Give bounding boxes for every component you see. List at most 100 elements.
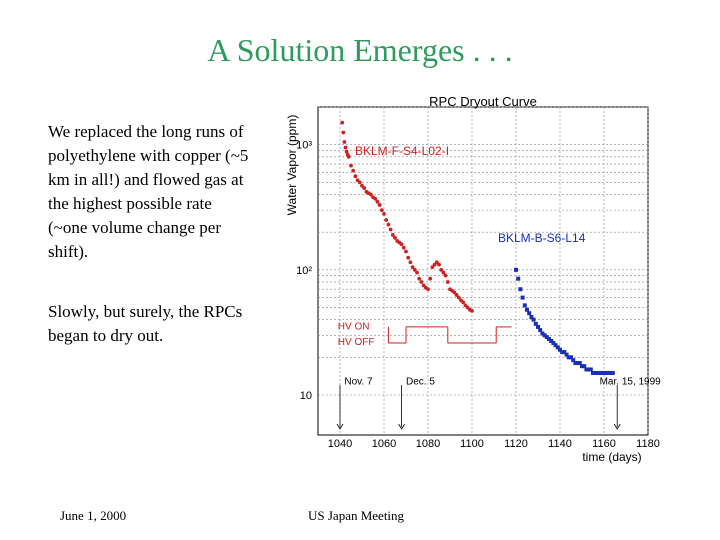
- data-point-bklm-b: [562, 350, 567, 355]
- data-point-bklm-b: [599, 370, 604, 375]
- data-point-bklm-b: [538, 328, 543, 333]
- data-point-bklm-f: [351, 168, 356, 173]
- body-paragraph-dryout: Slowly, but surely, the RPCs began to dr…: [48, 302, 243, 345]
- data-point-bklm-f: [342, 140, 347, 144]
- data-point-bklm-f: [432, 262, 437, 267]
- data-point-bklm-f: [340, 120, 345, 125]
- data-point-bklm-f: [410, 265, 415, 270]
- y-tick-label: 10³: [296, 140, 312, 152]
- data-point-bklm-f: [406, 255, 411, 260]
- data-point-bklm-f: [412, 267, 417, 272]
- data-point-bklm-b: [549, 339, 554, 344]
- data-point-bklm-f: [408, 260, 413, 265]
- data-point-bklm-b: [560, 350, 565, 355]
- data-point-bklm-b: [525, 307, 529, 312]
- data-point-bklm-f: [377, 203, 382, 207]
- data-point-bklm-b: [610, 370, 615, 375]
- series-label-bklm-b: BKLM-B-S6-L14: [498, 231, 586, 245]
- data-point-bklm-f: [373, 196, 378, 201]
- data-point-bklm-f: [384, 218, 389, 222]
- x-tick-label: 1060: [372, 438, 396, 450]
- data-point-bklm-b: [593, 370, 598, 375]
- date-arrow-head: [398, 423, 405, 430]
- data-point-bklm-f: [419, 280, 424, 284]
- hv-status-lines: [387, 326, 512, 344]
- body-paragraph-copper: We replaced the long runs of polyethylen…: [48, 122, 249, 261]
- x-tick-label: 1160: [592, 438, 616, 450]
- data-point-bklm-f: [434, 260, 439, 265]
- data-point-bklm-f: [461, 300, 466, 305]
- date-annotation: Dec. 5: [406, 377, 435, 388]
- data-point-bklm-b: [602, 370, 606, 375]
- data-point-bklm-b: [542, 333, 547, 338]
- chart-labels: RPC Dryout Curve Water Vapor (ppm) time …: [285, 94, 661, 464]
- data-point-bklm-b: [536, 324, 540, 329]
- data-point-bklm-b: [597, 370, 602, 375]
- data-point-bklm-f: [404, 249, 408, 254]
- data-point-bklm-f: [362, 186, 367, 190]
- data-point-bklm-f: [439, 267, 444, 272]
- data-point-bklm-b: [584, 367, 589, 372]
- data-point-bklm-f: [470, 308, 474, 313]
- data-point-bklm-f: [375, 199, 380, 204]
- data-point-bklm-f: [417, 276, 422, 281]
- data-point-bklm-f: [388, 227, 393, 232]
- data-point-bklm-b: [522, 303, 527, 308]
- data-point-bklm-b: [608, 370, 613, 375]
- date-arrow-head: [613, 423, 621, 430]
- chart-title: RPC Dryout Curve: [429, 94, 537, 109]
- data-point-bklm-b: [580, 364, 584, 369]
- data-point-bklm-b: [540, 331, 545, 336]
- data-point-bklm-f: [343, 145, 348, 150]
- data-point-bklm-f: [344, 149, 349, 154]
- data-point-bklm-b: [533, 321, 538, 326]
- data-point-bklm-f: [445, 280, 450, 284]
- data-point-bklm-f: [357, 180, 362, 185]
- data-point-bklm-f: [349, 163, 353, 168]
- footer-meeting: US Japan Meeting: [308, 508, 405, 523]
- data-point-bklm-f: [437, 262, 441, 267]
- x-tick-label: 1080: [416, 438, 440, 450]
- data-point-bklm-f: [415, 270, 419, 275]
- data-point-bklm-f: [353, 174, 358, 179]
- data-point-bklm-f: [401, 245, 406, 250]
- data-point-bklm-b: [571, 358, 576, 363]
- data-point-bklm-f: [454, 293, 459, 297]
- data-point-bklm-b: [604, 370, 609, 375]
- data-point-bklm-b: [591, 370, 595, 375]
- data-point-bklm-b: [606, 370, 611, 375]
- data-point-bklm-f: [426, 287, 430, 292]
- data-point-bklm-f: [428, 276, 433, 281]
- x-axis-label: time (days): [582, 450, 641, 464]
- data-point-bklm-b: [529, 314, 534, 319]
- data-point-bklm-f: [390, 233, 395, 237]
- data-point-bklm-b: [527, 311, 532, 316]
- footer-date: June 1, 2000: [60, 508, 127, 523]
- data-point-bklm-b: [531, 317, 536, 322]
- data-point-bklm-b: [555, 345, 560, 350]
- data-point-bklm-b: [547, 337, 551, 342]
- data-point-bklm-b: [575, 361, 580, 366]
- data-point-bklm-f: [452, 290, 457, 295]
- data-point-bklm-b: [558, 347, 562, 352]
- data-point-bklm-b: [514, 267, 518, 272]
- data-point-bklm-f: [456, 295, 461, 300]
- y-tick-label: 10: [300, 390, 312, 402]
- data-point-bklm-b: [516, 276, 521, 281]
- x-tick-label: 1120: [504, 438, 528, 450]
- data-point-bklm-f: [399, 242, 404, 247]
- x-tick-label: 1180: [636, 438, 660, 450]
- data-point-bklm-b: [544, 335, 549, 340]
- date-arrow-head: [336, 423, 344, 430]
- date-annotation: Mar. 15, 1999: [600, 377, 662, 388]
- data-point-bklm-b: [553, 343, 558, 348]
- slide-title: A Solution Emerges . . .: [207, 32, 513, 68]
- data-point-bklm-f: [393, 235, 397, 240]
- y-axis-label: Water Vapor (ppm): [285, 115, 299, 216]
- data-point-bklm-f: [346, 154, 351, 159]
- data-point-bklm-b: [551, 341, 556, 346]
- chart-marks: [340, 120, 615, 375]
- data-point-bklm-f: [379, 208, 384, 213]
- data-point-bklm-f: [443, 273, 448, 278]
